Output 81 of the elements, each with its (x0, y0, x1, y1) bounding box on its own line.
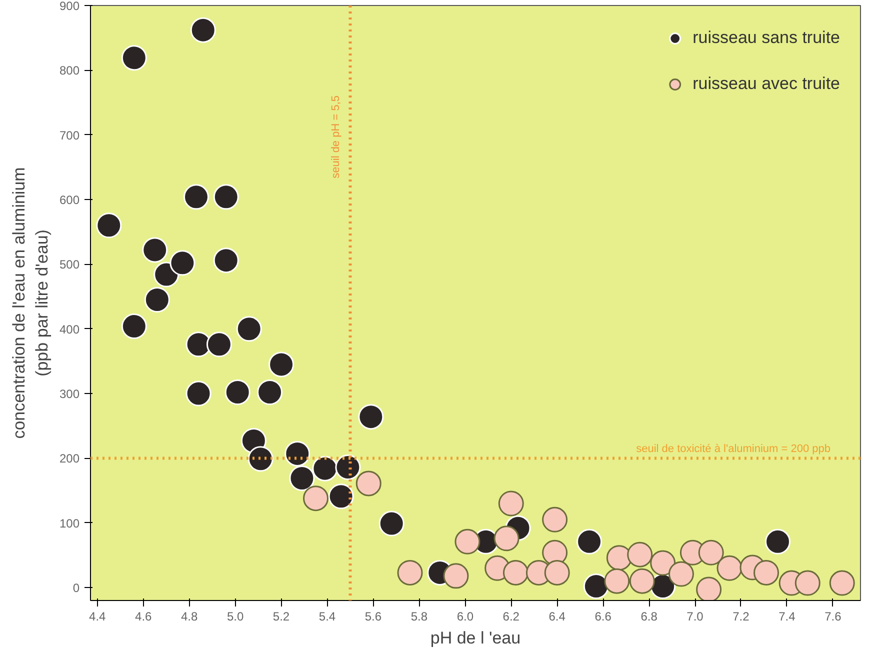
y-tick-label: 600 (59, 193, 80, 208)
point (754, 560, 780, 586)
point (213, 184, 239, 210)
y-tick-label: 0 (72, 581, 80, 596)
x-tick-label: 5.2 (272, 610, 290, 624)
point (494, 526, 520, 552)
y-tick-label: 900 (59, 0, 80, 13)
point (583, 574, 609, 599)
point (604, 568, 630, 594)
y-tick-label: 800 (59, 64, 80, 78)
point (328, 484, 354, 510)
point (121, 314, 147, 340)
point (668, 561, 694, 587)
y-tick-label: 400 (59, 322, 80, 336)
x-tick-label: 4.6 (135, 610, 152, 624)
point (498, 490, 524, 516)
point (378, 510, 404, 536)
point (576, 528, 602, 554)
x-tick-label: 6.0 (456, 610, 474, 624)
point (356, 470, 382, 496)
x-tick-label: 6.2 (502, 610, 520, 624)
y-tick-label: 200 (59, 452, 80, 466)
x-tick-label: 7.2 (732, 610, 750, 624)
point (397, 560, 423, 586)
x-axis-title: pH de l 'eau (430, 628, 521, 648)
y-tick-label: 300 (59, 387, 80, 402)
point (358, 404, 384, 430)
ref-line-label: seuil de pH = 5,5 (330, 95, 342, 178)
point (443, 563, 469, 589)
point (224, 380, 250, 405)
point (257, 380, 283, 405)
point (144, 287, 170, 312)
point (289, 466, 315, 491)
point (542, 506, 568, 532)
point (698, 540, 724, 566)
y-axis-title: concentration de l'eau en aluminium (ppb par litre d'eau) (10, 167, 52, 439)
point (696, 576, 722, 600)
y-tick-label: 500 (59, 258, 80, 272)
point (170, 250, 196, 276)
x-tick-label: 6.6 (594, 610, 612, 624)
point (544, 560, 570, 586)
point (765, 528, 791, 554)
point (454, 528, 480, 554)
x-tick-label: 5.6 (364, 610, 382, 624)
x-tick-label: 5.0 (226, 610, 244, 624)
point (284, 440, 310, 466)
point (268, 352, 294, 378)
point (502, 560, 528, 586)
point (335, 454, 361, 480)
point (629, 568, 655, 594)
point (650, 550, 676, 576)
point (794, 570, 820, 596)
point (183, 184, 209, 210)
legend-label: ruisseau sans truite (692, 28, 840, 48)
legend-label: ruisseau avec truite (692, 74, 840, 94)
x-tick-label: 7.0 (686, 610, 704, 624)
point (312, 456, 338, 482)
point (142, 237, 168, 263)
x-tick-label: 6.4 (548, 610, 566, 624)
point (236, 316, 262, 342)
y-tick-label: 700 (59, 128, 80, 142)
x-tick-label: 5.8 (410, 610, 428, 624)
point (206, 332, 232, 358)
point (190, 17, 216, 43)
x-tick-label: 5.4 (318, 610, 336, 624)
point (716, 555, 742, 581)
x-tick-label: 7.6 (824, 610, 842, 624)
x-tick-label: 7.4 (778, 610, 796, 624)
point (303, 486, 329, 512)
point (627, 542, 653, 568)
x-tick-label: 6.8 (640, 610, 658, 624)
point (96, 212, 122, 238)
y-tick-label: 100 (59, 516, 80, 530)
point (213, 248, 239, 274)
x-tick-label: 4.4 (89, 610, 106, 624)
x-tick-label: 4.8 (180, 610, 198, 624)
point (121, 45, 147, 71)
point (248, 446, 274, 472)
point (829, 570, 855, 596)
point (186, 380, 212, 406)
ref-line-label: seuil de toxicité à l'aluminium = 200 ppb (636, 443, 831, 456)
